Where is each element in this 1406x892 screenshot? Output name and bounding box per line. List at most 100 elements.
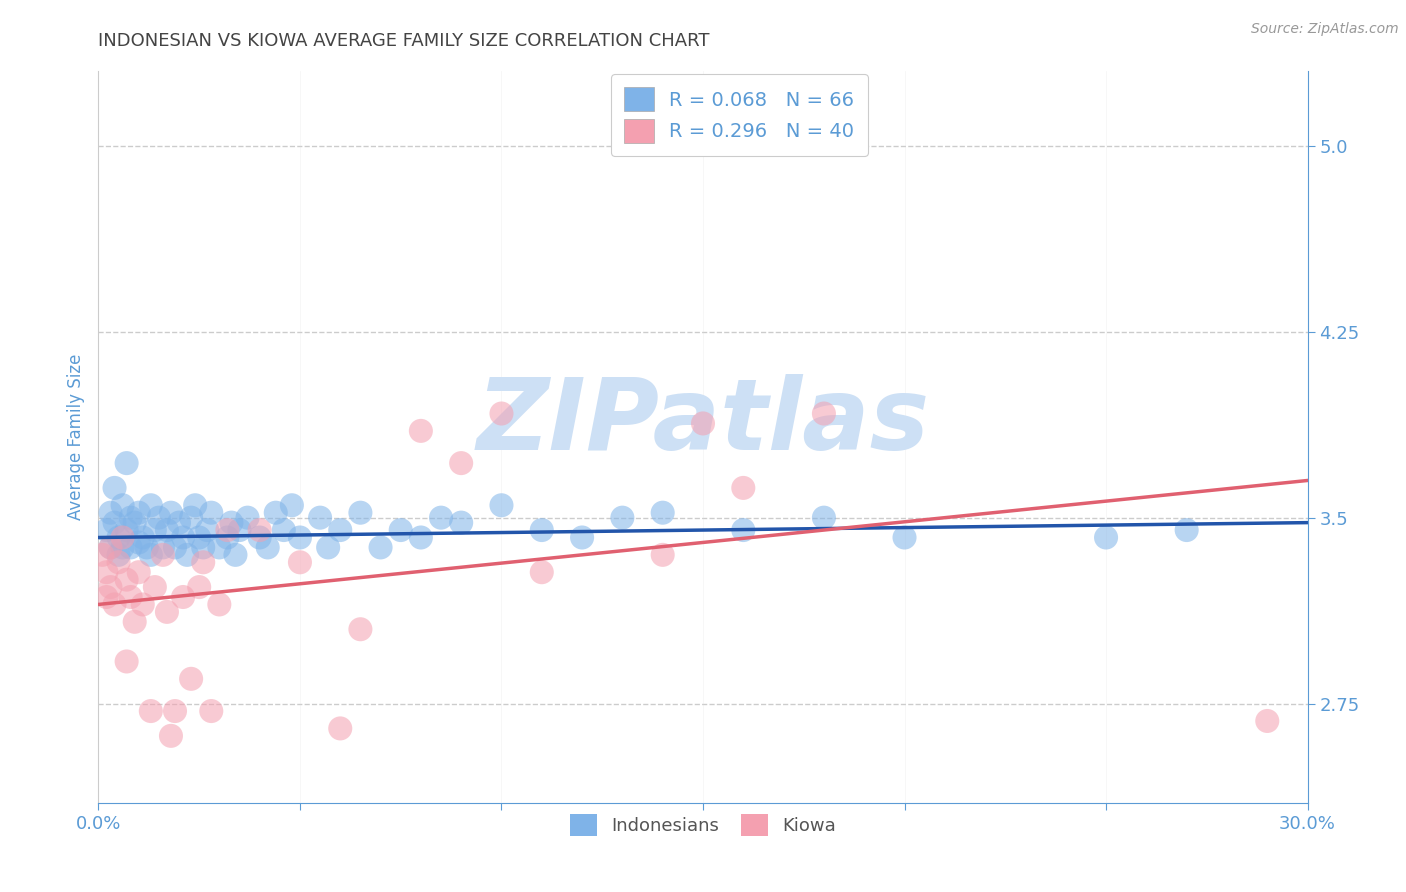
Legend: Indonesians, Kiowa: Indonesians, Kiowa: [561, 805, 845, 845]
Point: [221, 516, 243, 530]
Point: [107, 531, 129, 545]
Point: [115, 523, 138, 537]
Point: [264, 506, 287, 520]
Point: [249, 531, 271, 545]
Point: [135, 541, 157, 555]
Point: [163, 541, 186, 555]
Point: [111, 531, 134, 545]
Point: [612, 510, 634, 524]
Point: [236, 510, 259, 524]
Point: [1095, 531, 1118, 545]
Point: [91, 548, 114, 562]
Point: [167, 516, 190, 530]
Point: [143, 580, 166, 594]
Point: [288, 531, 311, 545]
Point: [172, 531, 194, 545]
Point: [256, 541, 278, 555]
Point: [156, 605, 179, 619]
Point: [571, 531, 593, 545]
Point: [893, 531, 915, 545]
Point: [224, 548, 246, 562]
Point: [132, 598, 155, 612]
Point: [208, 541, 231, 555]
Point: [96, 523, 118, 537]
Point: [107, 548, 129, 562]
Point: [349, 506, 371, 520]
Point: [111, 498, 134, 512]
Point: [100, 580, 122, 594]
Point: [409, 531, 432, 545]
Point: [124, 615, 146, 629]
Point: [163, 704, 186, 718]
Point: [96, 590, 118, 604]
Point: [160, 506, 183, 520]
Point: [115, 573, 138, 587]
Point: [184, 498, 207, 512]
Point: [733, 481, 755, 495]
Point: [103, 481, 125, 495]
Point: [188, 531, 211, 545]
Point: [180, 672, 202, 686]
Point: [329, 722, 352, 736]
Point: [100, 541, 122, 555]
Point: [139, 498, 162, 512]
Point: [370, 541, 392, 555]
Point: [152, 541, 174, 555]
Point: [111, 541, 134, 555]
Point: [120, 510, 142, 524]
Point: [152, 548, 174, 562]
Point: [139, 704, 162, 718]
Point: [200, 704, 222, 718]
Point: [124, 516, 146, 530]
Point: [651, 548, 673, 562]
Point: [143, 523, 166, 537]
Point: [228, 523, 250, 537]
Point: [329, 523, 352, 537]
Point: [103, 516, 125, 530]
Text: Source: ZipAtlas.com: Source: ZipAtlas.com: [1251, 22, 1399, 37]
Point: [188, 580, 211, 594]
Point: [115, 456, 138, 470]
Point: [128, 535, 150, 549]
Point: [128, 506, 150, 520]
Point: [1256, 714, 1278, 728]
Point: [156, 523, 179, 537]
Point: [132, 531, 155, 545]
Point: [491, 498, 513, 512]
Point: [193, 541, 215, 555]
Point: [208, 598, 231, 612]
Point: [309, 510, 332, 524]
Point: [217, 531, 239, 545]
Point: [128, 565, 150, 579]
Point: [180, 510, 202, 524]
Point: [530, 523, 553, 537]
Point: [813, 407, 835, 421]
Point: [120, 590, 142, 604]
Point: [430, 510, 453, 524]
Point: [100, 506, 122, 520]
Point: [1175, 523, 1198, 537]
Point: [692, 417, 714, 431]
Point: [316, 541, 339, 555]
Point: [176, 548, 198, 562]
Point: [103, 598, 125, 612]
Point: [273, 523, 295, 537]
Point: [813, 510, 835, 524]
Point: [530, 565, 553, 579]
Point: [195, 523, 218, 537]
Y-axis label: Average Family Size: Average Family Size: [66, 354, 84, 520]
Point: [389, 523, 412, 537]
Point: [288, 555, 311, 569]
Point: [491, 407, 513, 421]
Point: [193, 555, 215, 569]
Point: [409, 424, 432, 438]
Point: [450, 456, 472, 470]
Point: [249, 523, 271, 537]
Text: ZIPatlas: ZIPatlas: [477, 374, 929, 471]
Point: [139, 548, 162, 562]
Text: INDONESIAN VS KIOWA AVERAGE FAMILY SIZE CORRELATION CHART: INDONESIAN VS KIOWA AVERAGE FAMILY SIZE …: [98, 32, 710, 50]
Point: [450, 516, 472, 530]
Point: [160, 729, 183, 743]
Point: [281, 498, 304, 512]
Point: [96, 565, 118, 579]
